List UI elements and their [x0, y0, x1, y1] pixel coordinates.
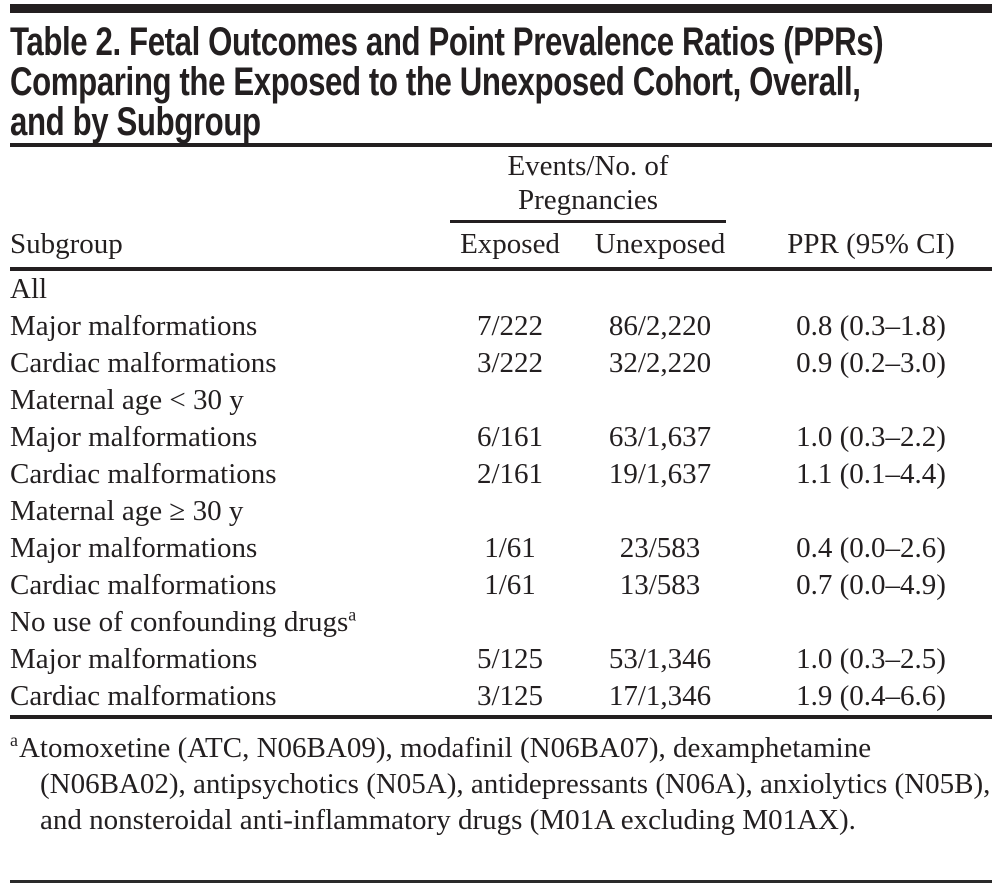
group-label-text: No use of confounding drugs: [10, 606, 349, 638]
exposed-value: 2/161: [476, 458, 544, 490]
unexposed-value: 53/1,346: [608, 643, 712, 675]
unexposed-value: 17/1,346: [608, 680, 712, 712]
ppr-value: 1.0 (0.3–2.2): [796, 421, 946, 453]
outcomes-table: Events/No. of Pregnancies Subgroup Expos…: [10, 149, 993, 715]
exposed-value: 5/125: [476, 643, 544, 675]
row-label: Cardiac malformations: [10, 569, 277, 601]
ppr-value: 1.0 (0.3–2.5): [796, 643, 946, 675]
footnote-marker-superscript: a: [348, 604, 357, 625]
group-row-no-confounding-drugs: No use of confounding drugsa: [10, 604, 992, 641]
table-row: Major malformations 6/161 63/1,637 1.0 (…: [10, 419, 992, 456]
group-row-age-ge30: Maternal age ≥ 30 y: [10, 493, 992, 530]
spanner-spacer-right: [750, 149, 992, 223]
group-row-all: All: [10, 269, 992, 308]
group-row-age-lt30: Maternal age < 30 y: [10, 382, 992, 419]
exposed-value: 7/222: [476, 310, 544, 342]
row-label: Cardiac malformations: [10, 347, 277, 379]
exposed-value: 3/222: [476, 347, 544, 379]
exposed-value: 1/61: [484, 569, 536, 601]
group-label: No use of confounding drugsa: [10, 604, 992, 641]
row-label: Major malformations: [10, 421, 258, 453]
row-label: Cardiac malformations: [10, 458, 277, 490]
column-header-ppr: PPR (95% CI): [750, 223, 993, 271]
table-row: Cardiac malformations 2/161 19/1,637 1.1…: [10, 456, 992, 493]
spanner-row: Events/No. of Pregnancies: [10, 149, 992, 223]
unexposed-value: 13/583: [619, 569, 701, 601]
unexposed-value: 19/1,637: [608, 458, 712, 490]
title-line-2: Comparing the Exposed to the Unexposed C…: [10, 60, 861, 104]
unexposed-value: 32/2,220: [608, 347, 712, 379]
table-row: Major malformations 5/125 53/1,346 1.0 (…: [10, 641, 992, 678]
table-row: Major malformations 1/61 23/583 0.4 (0.0…: [10, 530, 992, 567]
table-bottom-rule: [10, 715, 992, 719]
top-black-bar: [10, 4, 992, 13]
exposed-value: 1/61: [484, 532, 536, 564]
table-row: Major malformations 7/222 86/2,220 0.8 (…: [10, 308, 992, 345]
unexposed-value: 23/583: [619, 532, 701, 564]
title-line-3: and by Subgroup: [10, 100, 261, 144]
column-header-unexposed: Unexposed: [570, 223, 751, 271]
group-label: Maternal age ≥ 30 y: [10, 495, 244, 527]
ppr-value: 1.9 (0.4–6.6): [796, 680, 946, 712]
spanner-header: Events/No. of Pregnancies: [450, 149, 727, 223]
row-label: Major malformations: [10, 532, 258, 564]
row-label: Cardiac malformations: [10, 680, 277, 712]
exposed-value: 6/161: [476, 421, 544, 453]
spanner-cell: Events/No. of Pregnancies: [450, 149, 750, 223]
column-header-subgroup: Subgroup: [10, 223, 450, 271]
ppr-value: 0.4 (0.0–2.6): [796, 532, 946, 564]
group-label: Maternal age < 30 y: [10, 384, 244, 416]
unexposed-value: 86/2,220: [608, 310, 712, 342]
column-header-exposed: Exposed: [450, 223, 570, 271]
table-row: Cardiac malformations 3/125 17/1,346 1.9…: [10, 678, 992, 715]
ppr-value: 0.7 (0.0–4.9): [796, 569, 946, 601]
footnote-marker: a: [10, 730, 18, 751]
row-label: Major malformations: [10, 643, 258, 675]
row-label: Major malformations: [10, 310, 258, 342]
table-row: Cardiac malformations 3/222 32/2,220 0.9…: [10, 345, 992, 382]
table-title: Table 2. Fetal Outcomes and Point Preval…: [10, 22, 992, 143]
figure-bottom-rule: [10, 880, 992, 883]
unexposed-value: 63/1,637: [608, 421, 712, 453]
table-footnote: aAtomoxetine (ATC, N06BA09), modafinil (…: [10, 730, 1002, 838]
ppr-value: 1.1 (0.1–4.4): [796, 458, 946, 490]
title-divider-rule: [10, 143, 992, 147]
figure-bottom-rule-container: [10, 880, 992, 883]
group-label: All: [10, 273, 48, 305]
title-line-1: Table 2. Fetal Outcomes and Point Preval…: [10, 20, 884, 64]
ppr-value: 0.8 (0.3–1.8): [796, 310, 946, 342]
table-row: Cardiac malformations 1/61 13/583 0.7 (0…: [10, 567, 992, 604]
column-header-row: Subgroup Exposed Unexposed PPR (95% CI): [10, 223, 993, 271]
ppr-value: 0.9 (0.2–3.0): [796, 347, 946, 379]
spanner-spacer: [10, 149, 450, 223]
exposed-value: 3/125: [476, 680, 544, 712]
footnote-text: Atomoxetine (ATC, N06BA09), modafinil (N…: [18, 732, 991, 836]
